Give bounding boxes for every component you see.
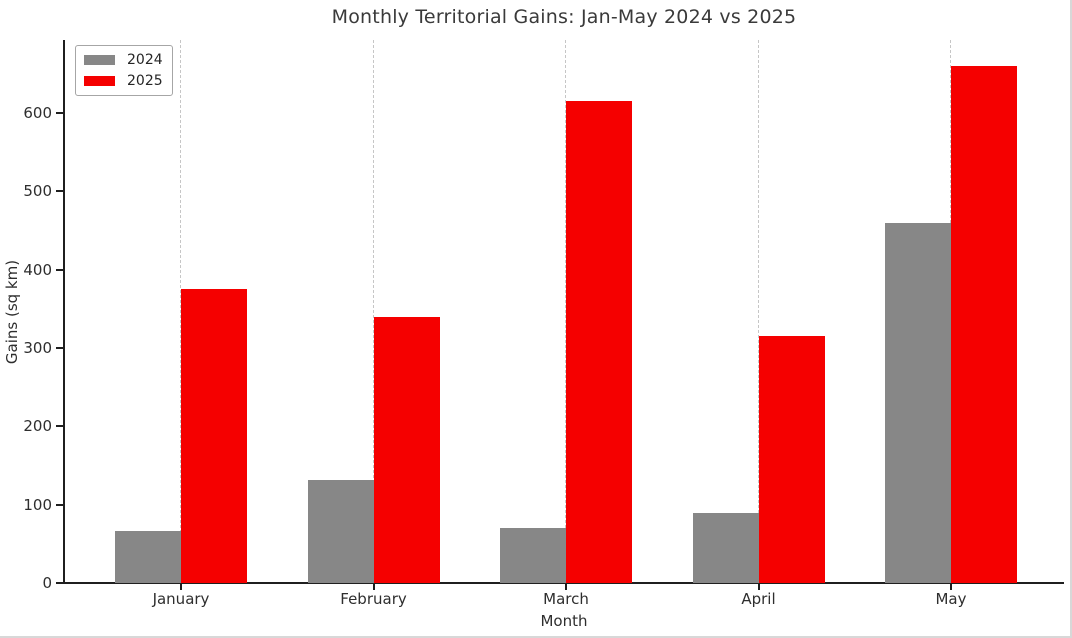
bar-2025-april: [758, 336, 825, 583]
bar-2025-february: [373, 316, 440, 583]
x-tick-label: April: [741, 590, 776, 608]
legend: 2024 2025: [75, 45, 173, 96]
legend-swatch-2025: [84, 76, 115, 86]
y-tick-label: 300: [23, 339, 52, 357]
y-tick-label: 400: [23, 260, 52, 279]
x-tick-label: January: [152, 590, 210, 608]
bar-2024-april: [692, 512, 759, 583]
legend-row-2025: 2025: [84, 73, 163, 89]
y-axis-spine: [63, 40, 65, 584]
x-tick-mark: [180, 584, 182, 590]
bar-2024-january: [115, 530, 181, 583]
gridline-vertical: [565, 40, 567, 583]
x-tick-label: March: [543, 590, 589, 608]
bar-2024-may: [885, 222, 951, 583]
y-tick-mark: [56, 190, 64, 193]
y-tick-mark: [56, 582, 64, 584]
bar-2025-may: [951, 66, 1017, 583]
legend-label-2025: 2025: [127, 73, 163, 89]
bar-2024-march: [500, 528, 566, 583]
gridline-vertical: [757, 40, 759, 583]
y-tick-mark: [56, 347, 64, 349]
bar-2025-march: [566, 101, 632, 583]
x-axis-spine: [63, 582, 1064, 584]
y-tick-mark: [56, 503, 64, 506]
bar-2025-january: [181, 289, 247, 583]
chart-title: Monthly Territorial Gains: Jan-May 2024 …: [331, 6, 797, 28]
y-tick-mark: [56, 112, 64, 114]
y-tick-label: 500: [23, 182, 52, 201]
y-tick-label: 600: [23, 104, 52, 122]
legend-swatch-2024: [84, 55, 115, 65]
x-axis-label: Month: [540, 612, 588, 630]
y-tick-label: 0: [42, 574, 52, 592]
x-tick-mark: [757, 584, 760, 590]
gridline-vertical: [372, 40, 374, 583]
x-tick-mark: [950, 584, 952, 590]
y-tick-mark: [56, 268, 64, 271]
x-tick-mark: [565, 584, 567, 590]
legend-row-2024: 2024: [84, 52, 163, 68]
legend-label-2024: 2024: [127, 52, 163, 68]
x-tick-mark: [372, 584, 375, 590]
y-tick-label: 200: [23, 417, 52, 436]
y-tick-mark: [56, 425, 64, 428]
y-axis-label: Gains (sq km): [3, 259, 21, 365]
gridline-vertical: [180, 40, 182, 583]
x-tick-label: May: [935, 590, 967, 608]
x-tick-label: February: [340, 590, 407, 608]
y-tick-label: 100: [23, 495, 52, 514]
bar-2024-february: [307, 479, 374, 583]
